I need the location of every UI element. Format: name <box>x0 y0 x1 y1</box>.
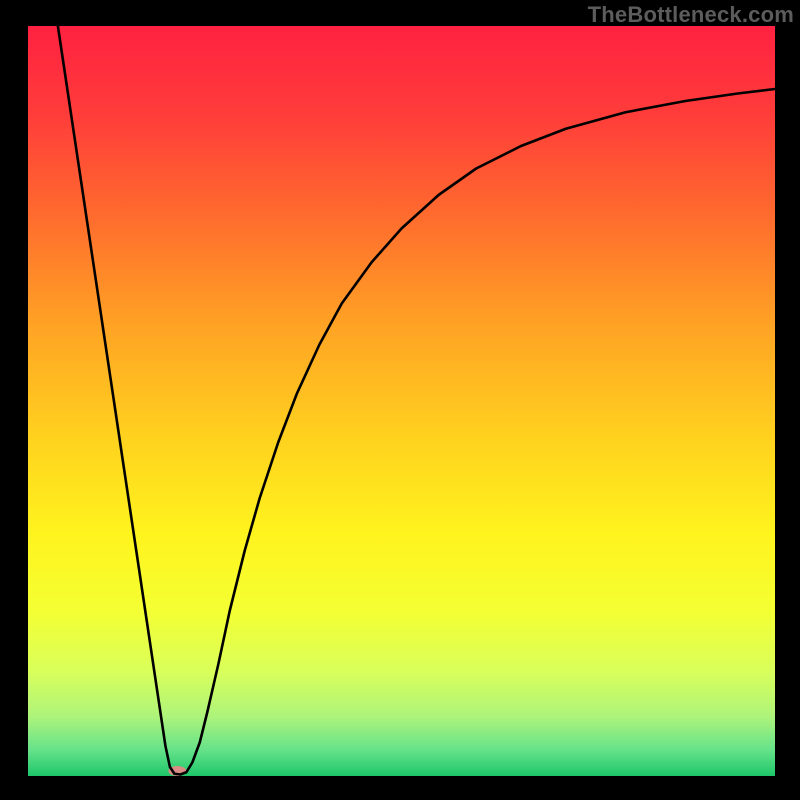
watermark-text: TheBottleneck.com <box>588 2 794 28</box>
chart-svg <box>28 26 775 776</box>
figure-frame: TheBottleneck.com <box>0 0 800 800</box>
plot-area <box>28 26 775 776</box>
gradient-background <box>28 26 775 776</box>
